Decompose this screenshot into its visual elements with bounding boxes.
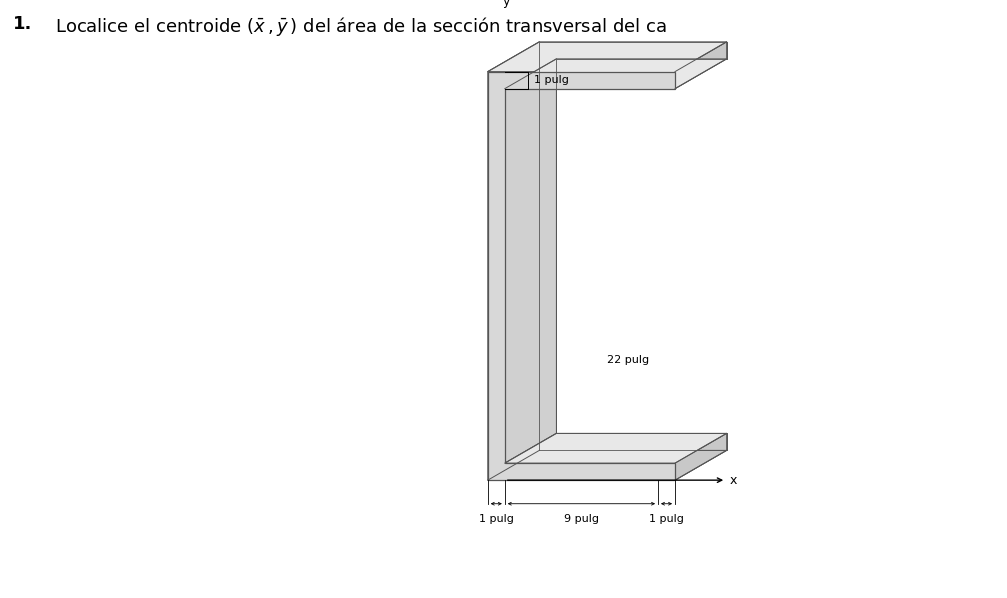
Polygon shape <box>487 42 540 480</box>
Polygon shape <box>487 450 727 480</box>
Text: 1.: 1. <box>13 15 32 33</box>
Polygon shape <box>487 42 727 72</box>
Polygon shape <box>675 434 727 480</box>
Polygon shape <box>505 59 727 89</box>
Polygon shape <box>505 59 557 463</box>
Text: 1 pulg: 1 pulg <box>479 514 514 524</box>
Text: 22 pulg: 22 pulg <box>606 355 649 365</box>
Text: 9 pulg: 9 pulg <box>564 514 599 524</box>
Polygon shape <box>505 434 727 463</box>
Text: 1 pulg: 1 pulg <box>650 514 684 524</box>
Text: y: y <box>502 0 510 8</box>
Polygon shape <box>487 72 675 480</box>
Text: x: x <box>730 474 737 487</box>
Polygon shape <box>675 42 727 89</box>
Polygon shape <box>540 42 727 450</box>
Text: Localice el centroide $(\bar{x}\,,\bar{y}\,)$ del área de la sección transversal: Localice el centroide $(\bar{x}\,,\bar{y… <box>55 15 667 38</box>
Text: 1 pulg: 1 pulg <box>534 75 569 85</box>
